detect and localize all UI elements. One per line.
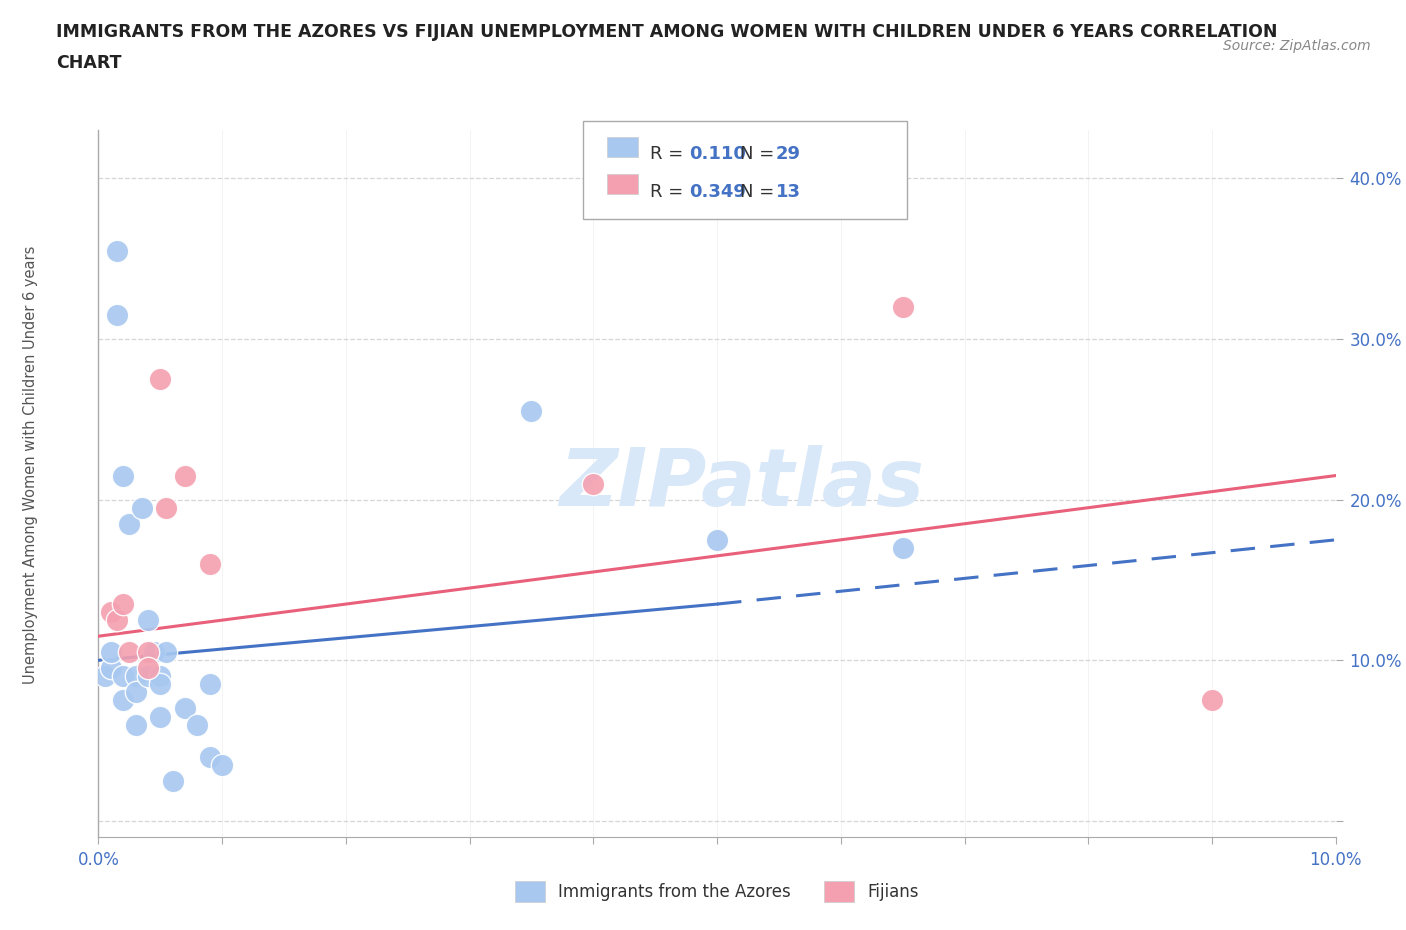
Point — [112, 597, 135, 612]
Point — [198, 750, 221, 764]
Point — [706, 532, 728, 547]
Point — [149, 677, 172, 692]
Point — [520, 404, 543, 418]
Point — [124, 717, 146, 732]
Text: CHART: CHART — [56, 54, 122, 72]
Point — [149, 709, 172, 724]
Point — [131, 500, 153, 515]
Point — [105, 308, 128, 323]
Point — [100, 604, 122, 619]
Text: 13: 13 — [776, 182, 801, 201]
Point — [582, 476, 605, 491]
Point — [112, 669, 135, 684]
Point — [891, 299, 914, 314]
Point — [198, 677, 221, 692]
Point — [118, 644, 141, 659]
Text: N =: N = — [740, 182, 779, 201]
Point — [891, 540, 914, 555]
Point — [118, 516, 141, 531]
Point — [112, 693, 135, 708]
Point — [93, 669, 115, 684]
Text: R =: R = — [650, 145, 689, 164]
Point — [143, 644, 166, 659]
Text: R =: R = — [650, 182, 689, 201]
Point — [100, 661, 122, 676]
Point — [174, 701, 197, 716]
Text: N =: N = — [740, 145, 779, 164]
Point — [124, 669, 146, 684]
Text: 0.110: 0.110 — [689, 145, 745, 164]
Point — [136, 644, 159, 659]
Text: 29: 29 — [776, 145, 801, 164]
Point — [112, 468, 135, 483]
Point — [136, 669, 159, 684]
Text: Source: ZipAtlas.com: Source: ZipAtlas.com — [1223, 39, 1371, 53]
Legend: Immigrants from the Azores, Fijians: Immigrants from the Azores, Fijians — [506, 873, 928, 910]
Point — [100, 644, 122, 659]
Point — [105, 613, 128, 628]
Text: IMMIGRANTS FROM THE AZORES VS FIJIAN UNEMPLOYMENT AMONG WOMEN WITH CHILDREN UNDE: IMMIGRANTS FROM THE AZORES VS FIJIAN UNE… — [56, 23, 1278, 41]
Point — [136, 613, 159, 628]
Text: 0.349: 0.349 — [689, 182, 745, 201]
Text: ZIPatlas: ZIPatlas — [560, 445, 924, 523]
Point — [105, 244, 128, 259]
Point — [162, 774, 184, 789]
Point — [124, 685, 146, 700]
Point — [136, 661, 159, 676]
Point — [149, 669, 172, 684]
Text: Unemployment Among Women with Children Under 6 years: Unemployment Among Women with Children U… — [24, 246, 38, 684]
Point — [174, 468, 197, 483]
Point — [149, 372, 172, 387]
Point — [1201, 693, 1223, 708]
Point — [211, 757, 233, 772]
Point — [186, 717, 208, 732]
Point — [155, 644, 177, 659]
Point — [155, 500, 177, 515]
Point — [198, 556, 221, 571]
